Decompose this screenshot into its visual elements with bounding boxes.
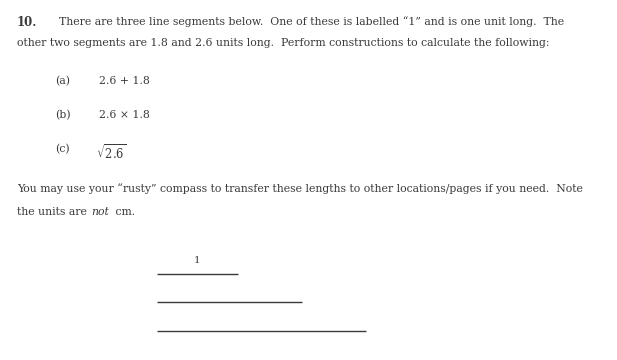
Text: 2.6 × 1.8: 2.6 × 1.8 [99, 110, 149, 120]
Text: $\sqrt{2.6}$: $\sqrt{2.6}$ [96, 143, 126, 162]
Text: 2.6 + 1.8: 2.6 + 1.8 [99, 76, 149, 86]
Text: other two segments are 1.8 and 2.6 units long.  Perform constructions to calcula: other two segments are 1.8 and 2.6 units… [17, 38, 549, 48]
Text: the units are: the units are [17, 207, 90, 217]
Text: You may use your “rusty” compass to transfer these lengths to other locations/pa: You may use your “rusty” compass to tran… [17, 184, 582, 194]
Text: 1: 1 [194, 256, 201, 265]
Text: cm.: cm. [112, 207, 135, 217]
Text: (a): (a) [56, 76, 70, 86]
Text: (c): (c) [56, 144, 70, 154]
Text: not: not [91, 207, 109, 217]
Text: 10.: 10. [17, 16, 37, 29]
Text: There are three line segments below.  One of these is labelled “1” and is one un: There are three line segments below. One… [59, 16, 564, 27]
Text: (b): (b) [56, 110, 71, 120]
